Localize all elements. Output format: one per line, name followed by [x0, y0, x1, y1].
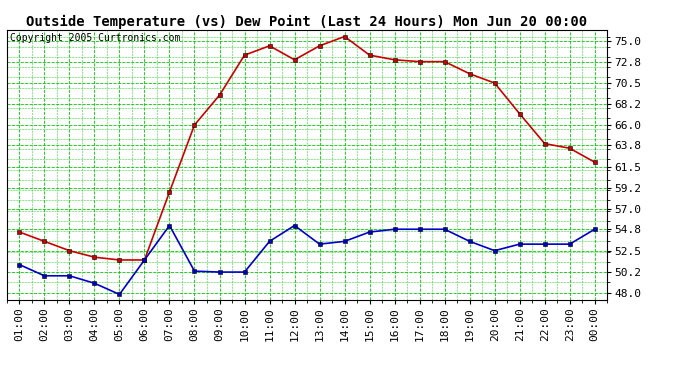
- Title: Outside Temperature (vs) Dew Point (Last 24 Hours) Mon Jun 20 00:00: Outside Temperature (vs) Dew Point (Last…: [26, 15, 588, 29]
- Text: Copyright 2005 Curtronics.com: Copyright 2005 Curtronics.com: [10, 33, 180, 43]
